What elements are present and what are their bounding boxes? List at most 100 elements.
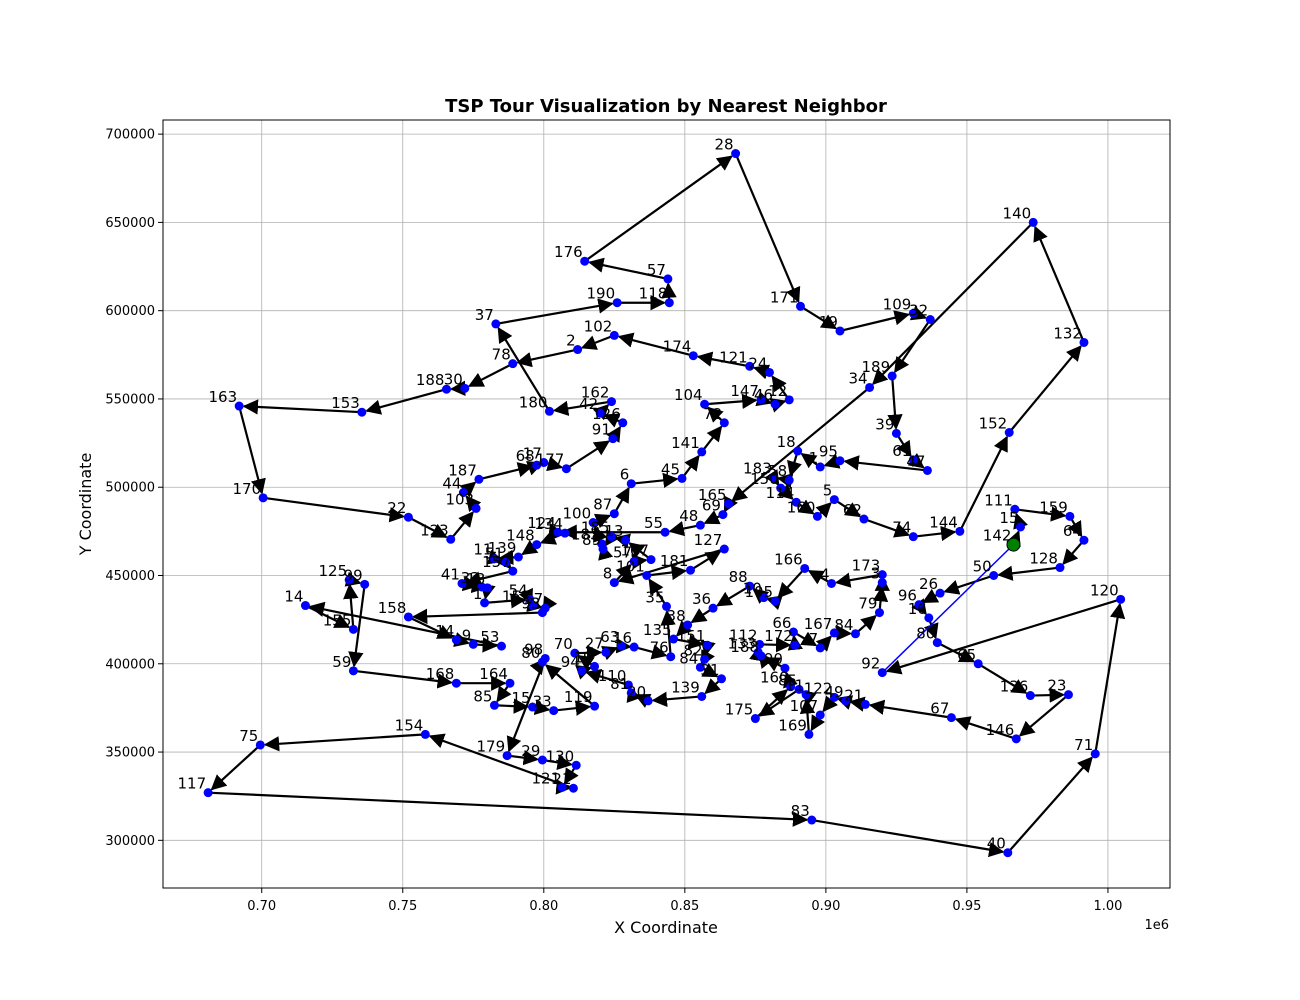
node-point — [669, 634, 679, 644]
x-tick-label: 0.95 — [952, 899, 981, 914]
tour-edge — [936, 641, 976, 663]
node-label: 159 — [1039, 498, 1068, 516]
node-label: 175 — [725, 701, 754, 719]
node-point — [609, 509, 619, 519]
node-point — [255, 740, 265, 750]
node-label: 11 — [785, 677, 804, 695]
node-label: 83 — [791, 802, 810, 820]
node-label: 118 — [639, 285, 668, 303]
node-label: 12 — [768, 382, 787, 400]
tour-edge — [484, 593, 527, 609]
node-point — [1079, 535, 1089, 545]
node-point — [577, 666, 587, 676]
node-point — [784, 395, 794, 405]
tour-edge — [308, 601, 502, 648]
tour-edge — [585, 668, 629, 687]
node-point — [588, 518, 598, 528]
node-label: 90 — [764, 650, 783, 668]
node-label: 181 — [660, 552, 689, 570]
node-point — [537, 608, 547, 618]
node-label: 84 — [679, 649, 698, 667]
node-label: 17 — [523, 445, 542, 463]
tour-edge — [238, 405, 266, 495]
node-point — [544, 406, 554, 416]
tour-edge — [353, 669, 453, 689]
x-axis-label: X Coordinate — [614, 918, 718, 937]
node-label: 71 — [1074, 736, 1093, 754]
node-point — [925, 315, 935, 325]
node-point — [829, 628, 839, 638]
node-label: 75 — [239, 727, 258, 745]
node-point — [1090, 749, 1100, 759]
tour-edge — [734, 153, 801, 304]
node-label: 148 — [506, 527, 535, 545]
node-point — [702, 640, 712, 650]
node-point — [815, 710, 825, 720]
node-label: 127 — [694, 531, 723, 549]
tour-edge — [495, 298, 614, 326]
node-point — [539, 458, 549, 468]
node-point — [1116, 594, 1126, 604]
node-point — [1004, 427, 1014, 437]
node-point — [770, 399, 780, 409]
node-point — [203, 788, 213, 798]
node-point — [719, 418, 729, 428]
node-point — [360, 579, 370, 589]
node-label: 39 — [875, 415, 894, 433]
node-label: 153 — [331, 394, 360, 412]
tour-edge — [1094, 602, 1126, 754]
node-point — [606, 397, 616, 407]
node-point — [489, 554, 499, 564]
tour-edge — [506, 750, 539, 766]
node-point — [616, 641, 626, 651]
node-label: 78 — [492, 346, 511, 364]
node-point — [835, 326, 845, 336]
node-label: 58 — [768, 462, 787, 480]
node-point — [908, 455, 918, 465]
y-axis-ticks: 300000 350000 400000 450000 500000 550000 6000… — [105, 128, 163, 849]
node-label: 96 — [898, 587, 917, 605]
tour-edge — [516, 348, 578, 368]
node-point — [663, 274, 673, 284]
node-label: 18 — [777, 433, 796, 451]
tour-edge — [704, 393, 758, 409]
node-label: 160 — [787, 498, 816, 516]
node-point — [660, 527, 670, 537]
tour-edge — [716, 585, 751, 607]
node-point — [891, 428, 901, 438]
node-point — [755, 639, 765, 649]
tour-edge — [681, 454, 700, 480]
node-point — [745, 581, 755, 591]
start-node-point — [1006, 537, 1021, 552]
y-axis-label: Y Coordinate — [76, 453, 95, 557]
node-point — [776, 483, 786, 493]
node-point — [750, 714, 760, 724]
node-point — [804, 729, 814, 739]
node-label: 81 — [610, 675, 629, 693]
tour-edge — [1014, 506, 1067, 522]
tour-edge — [584, 155, 733, 263]
node-label: 38 — [667, 607, 686, 625]
node-point — [800, 563, 810, 573]
node-label: 180 — [519, 393, 548, 411]
tour-edge — [565, 440, 610, 470]
node-point — [835, 456, 845, 466]
node-label: 28 — [715, 136, 734, 154]
node-point — [764, 367, 774, 377]
node-point — [258, 493, 268, 503]
node-label: 70 — [554, 635, 573, 653]
node-point — [695, 520, 705, 530]
tour-edge — [545, 664, 596, 707]
node-label: 128 — [1029, 550, 1058, 568]
node-point — [348, 666, 358, 676]
tour-edge — [754, 689, 789, 720]
node-label: 85 — [473, 687, 492, 705]
tour-edge — [552, 400, 612, 417]
node-label: 34 — [848, 369, 867, 387]
node-label: 36 — [692, 590, 711, 608]
node-label: 94 — [561, 653, 580, 671]
tour-edge — [777, 567, 806, 599]
tour-edge — [759, 637, 792, 653]
node-point — [580, 256, 590, 266]
